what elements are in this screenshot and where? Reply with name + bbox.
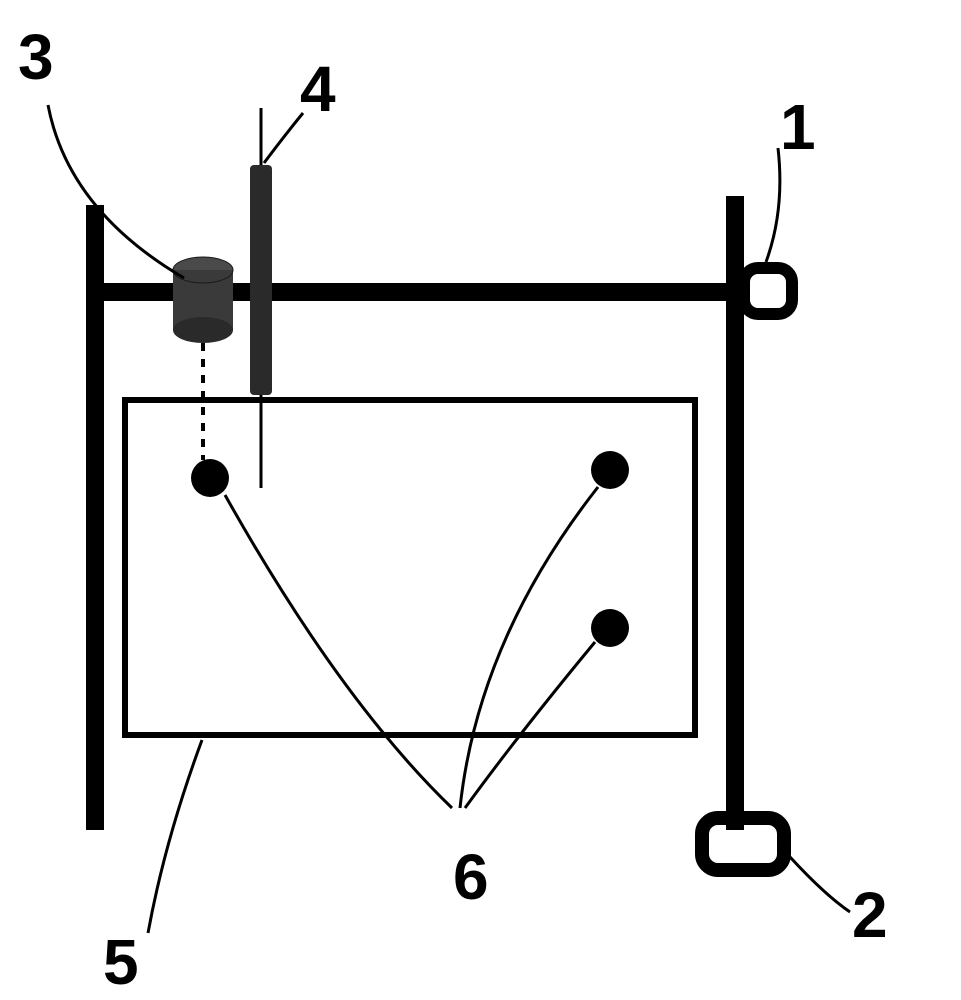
label-1: 1 bbox=[780, 90, 816, 164]
label-4: 4 bbox=[300, 52, 336, 126]
leader-line-2 bbox=[790, 857, 850, 912]
leader-line-6a bbox=[225, 495, 452, 808]
leader-line-3 bbox=[48, 105, 184, 278]
leader-line-5 bbox=[148, 740, 202, 933]
leader-line-6c bbox=[465, 642, 595, 808]
label-3: 3 bbox=[18, 20, 54, 94]
technical-diagram: 1 2 3 4 5 6 bbox=[0, 0, 961, 1000]
particle-dot-2 bbox=[591, 451, 629, 489]
particle-dot-1 bbox=[191, 459, 229, 497]
leader-line-6b bbox=[460, 487, 598, 808]
leader-line-4 bbox=[264, 113, 303, 163]
tank-container bbox=[125, 400, 695, 735]
label-2: 2 bbox=[852, 878, 888, 952]
leader-line-1 bbox=[766, 148, 780, 262]
thermometer-probe bbox=[250, 108, 272, 488]
label-6: 6 bbox=[453, 840, 489, 914]
top-bracket-clamp bbox=[744, 268, 792, 314]
label-5: 5 bbox=[103, 925, 139, 999]
motor-cylinder bbox=[173, 257, 233, 343]
particle-dot-3 bbox=[591, 609, 629, 647]
